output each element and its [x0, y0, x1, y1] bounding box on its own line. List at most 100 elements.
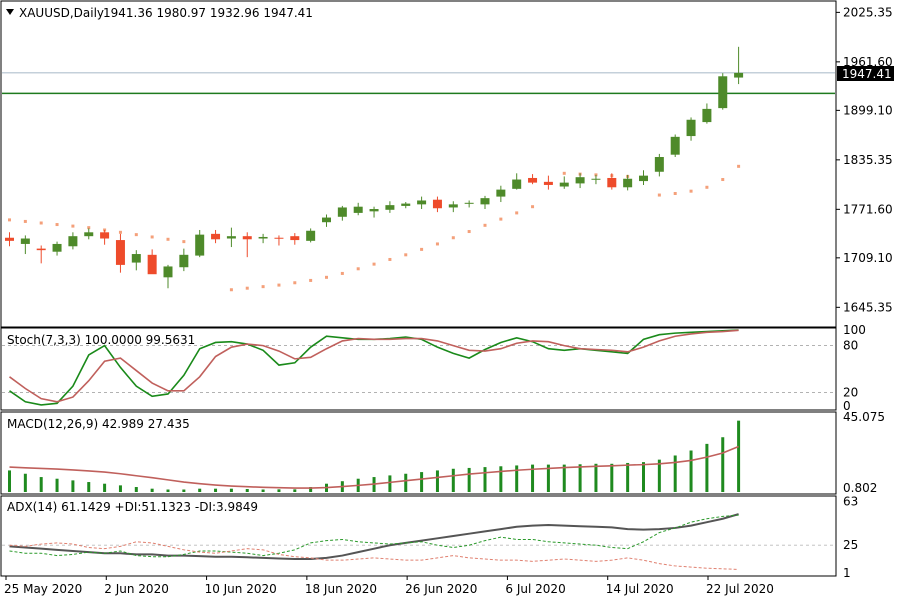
- candle-body: [195, 234, 205, 256]
- candle-body: [306, 230, 316, 241]
- macd-histogram-bar: [642, 462, 645, 492]
- stoch-plot: [2, 329, 835, 406]
- candle-body: [607, 177, 617, 188]
- candle-body: [20, 238, 30, 244]
- sar-dot: [404, 253, 408, 257]
- macd-histogram-bar: [610, 463, 614, 492]
- candle-body: [274, 237, 284, 239]
- symbol-dropdown-icon[interactable]: [6, 9, 14, 15]
- macd-histogram-bar: [134, 487, 138, 492]
- macd-histogram-bar: [87, 482, 91, 492]
- price-tick-label: 1771.60: [843, 202, 893, 216]
- candle: [480, 195, 490, 210]
- candle-body: [179, 254, 189, 268]
- candle: [686, 117, 696, 141]
- sar-dot: [388, 257, 392, 261]
- candle: [670, 134, 680, 158]
- candle-body: [68, 236, 78, 247]
- current-price-tag: [837, 66, 894, 81]
- candle: [258, 233, 268, 244]
- macd-histogram-bar: [182, 489, 186, 492]
- candle: [543, 175, 553, 190]
- candle: [274, 235, 284, 246]
- candle: [179, 248, 189, 272]
- x-tick-label: 2 Jun 2020: [104, 582, 169, 596]
- macd-histogram-bar: [404, 473, 408, 492]
- candle: [52, 241, 62, 256]
- macd-histogram-bar: [198, 488, 202, 492]
- candle: [242, 232, 252, 258]
- sar-dot: [721, 178, 725, 182]
- candle: [211, 229, 221, 244]
- macd-histogram-bar: [737, 420, 741, 492]
- macd-histogram-bar: [467, 467, 471, 492]
- sar-dot: [229, 288, 233, 292]
- price-tick-label: 1709.10: [843, 251, 893, 265]
- candle-body: [401, 203, 411, 206]
- candle: [385, 201, 395, 213]
- candle-body: [702, 108, 712, 123]
- candle: [131, 250, 141, 271]
- macd-histogram-bar: [531, 464, 535, 492]
- symbol-label: XAUUSD,Daily: [19, 6, 104, 20]
- candle: [401, 202, 411, 209]
- macd-histogram-bar: [277, 489, 281, 492]
- macd-histogram-bar: [118, 485, 122, 492]
- candle-body: [639, 175, 648, 182]
- candle-body: [543, 181, 553, 185]
- sar-dot: [737, 164, 741, 168]
- price-tick-label: 1961.60: [843, 55, 893, 69]
- sar-dot: [689, 189, 693, 193]
- candle-body: [528, 177, 538, 183]
- adx-panel-frame: [0, 495, 837, 577]
- candle-body: [131, 254, 141, 263]
- candle-body: [290, 236, 300, 241]
- macd-tick-label: 45.075: [843, 410, 885, 424]
- macd-histogram-bar: [435, 470, 439, 492]
- candle: [353, 202, 363, 216]
- candle-body: [559, 182, 569, 187]
- candle-body: [464, 202, 474, 204]
- candle: [195, 229, 205, 258]
- candle-body: [5, 237, 14, 241]
- candle-body: [417, 200, 427, 205]
- sar-dot: [39, 221, 43, 225]
- macd-histogram-bar: [39, 477, 43, 492]
- macd-histogram-bar: [214, 488, 218, 492]
- sar-dot: [293, 281, 297, 285]
- candle-body: [670, 136, 680, 155]
- macd-histogram-bar: [562, 464, 566, 492]
- sar-dot: [483, 223, 487, 227]
- macd-histogram-bar: [451, 468, 455, 492]
- x-tick-label: 22 Jul 2020: [706, 582, 774, 596]
- macd-histogram-bar: [705, 443, 709, 492]
- sar-dot: [467, 230, 471, 234]
- price-tick-label: 1835.35: [843, 153, 893, 167]
- candle-body: [84, 232, 94, 237]
- stoch-tick-label: 0: [843, 399, 851, 413]
- candle-body: [686, 119, 696, 137]
- sar-dot: [182, 240, 186, 244]
- candle: [36, 245, 46, 264]
- candle: [702, 103, 712, 124]
- macd-histogram-bar: [309, 487, 313, 492]
- x-tick-label: 6 Jul 2020: [505, 582, 565, 596]
- minus-di-line: [9, 541, 739, 570]
- sar-dot: [309, 278, 313, 282]
- candle: [322, 214, 331, 227]
- macd-signal-line: [9, 445, 739, 489]
- sar-dot: [166, 237, 170, 241]
- candle-body: [496, 189, 506, 197]
- candle: [163, 264, 173, 289]
- candle: [448, 201, 458, 213]
- candle: [417, 196, 427, 210]
- macd-histogram-bar: [293, 489, 297, 492]
- candle-body: [52, 243, 62, 252]
- candle: [147, 249, 157, 275]
- candle-body: [385, 205, 395, 210]
- sar-dot: [562, 171, 566, 175]
- current-price-label: 1947.41: [842, 67, 892, 81]
- candle: [607, 173, 617, 190]
